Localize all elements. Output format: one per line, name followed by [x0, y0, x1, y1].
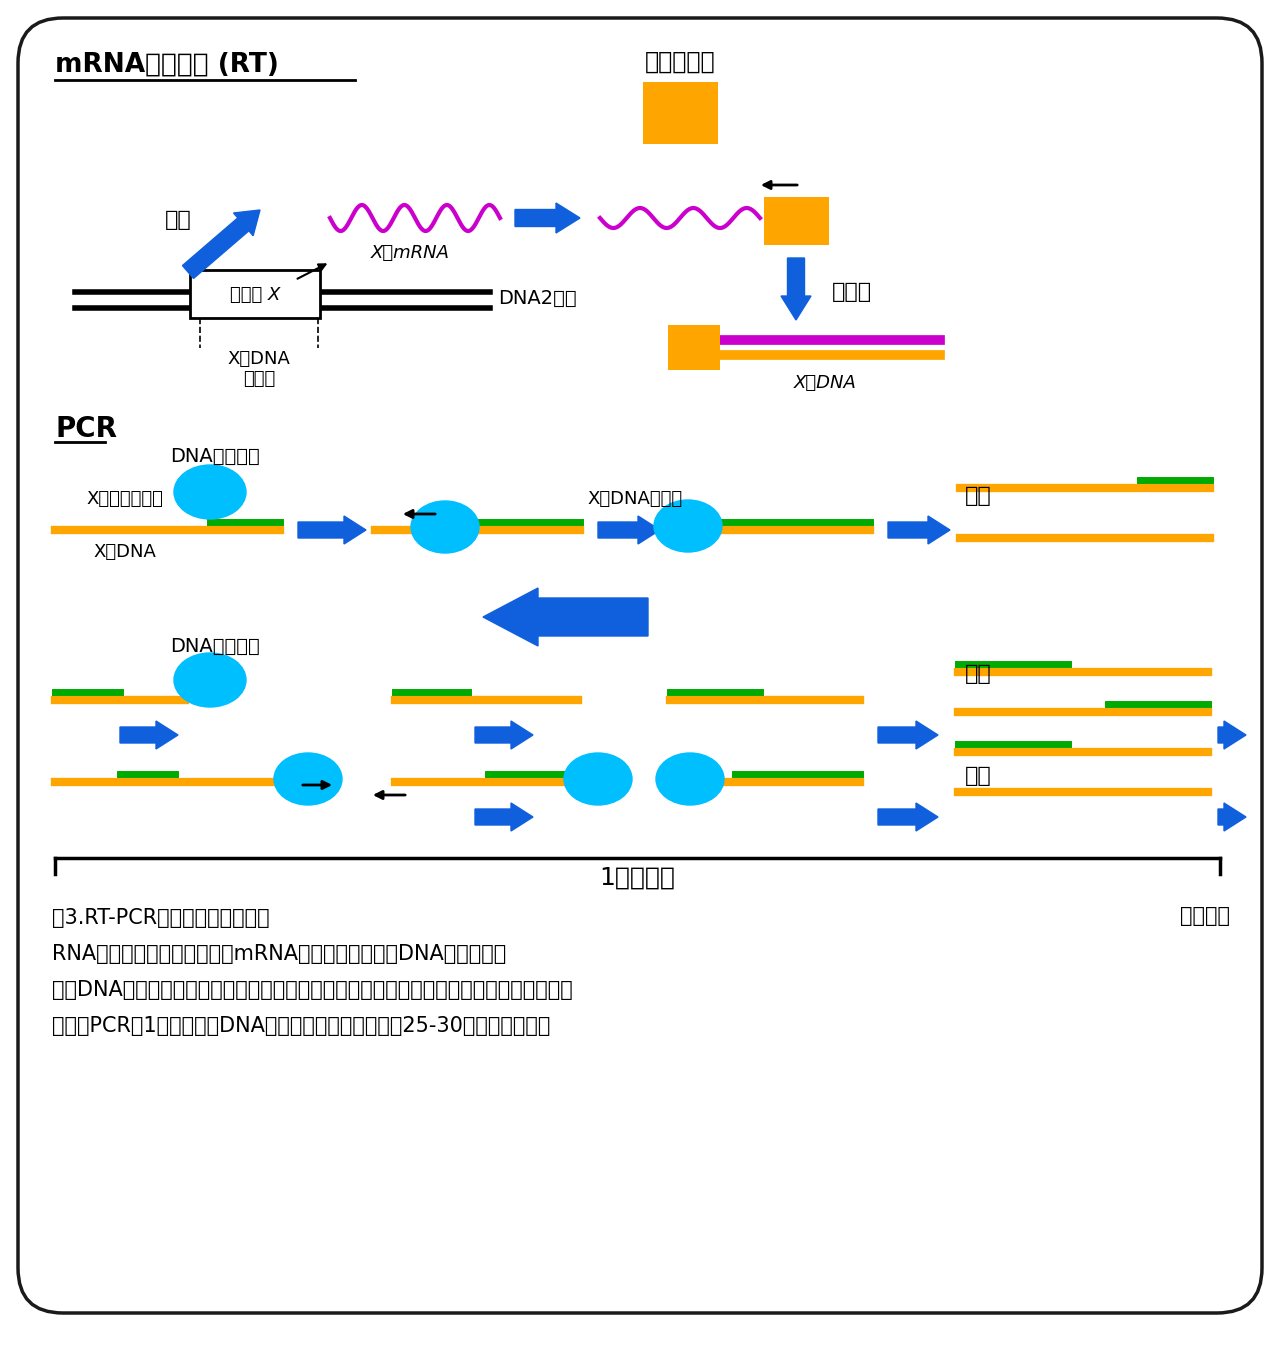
Text: する。PCRは1サイクルでDNAの量は倍になる。通常は25-30サイクル行う。: する。PCRは1サイクルでDNAの量は倍になる。通常は25-30サイクル行う。 [52, 1015, 550, 1036]
Ellipse shape [657, 753, 724, 806]
FancyArrow shape [515, 203, 580, 233]
FancyArrow shape [598, 516, 660, 543]
Ellipse shape [174, 465, 246, 519]
FancyArrow shape [475, 803, 532, 831]
Text: 繰り返す: 繰り返す [1180, 907, 1230, 925]
Ellipse shape [411, 500, 479, 553]
FancyArrow shape [120, 721, 178, 749]
Text: XのDNA: XのDNA [794, 374, 856, 391]
FancyArrow shape [183, 210, 260, 278]
Ellipse shape [564, 753, 632, 806]
Text: DNA合成酯素: DNA合成酯素 [170, 638, 260, 656]
Text: 相補鎖: 相補鎖 [243, 370, 275, 387]
Text: XのDNA相補鎖: XのDNA相補鎖 [588, 490, 682, 508]
Ellipse shape [654, 500, 722, 551]
Text: RNAから逆転写酯素により、mRNAから逆転写を行いDNAをつくる。: RNAから逆転写酯素により、mRNAから逆転写を行いDNAをつくる。 [52, 944, 507, 964]
FancyBboxPatch shape [668, 325, 719, 370]
Text: XのDNA: XのDNA [93, 543, 156, 561]
Text: DNA2本鎖: DNA2本鎖 [498, 288, 576, 308]
FancyArrow shape [878, 803, 938, 831]
Text: Xのプライマー: Xのプライマー [87, 490, 164, 508]
FancyArrow shape [878, 721, 938, 749]
Text: 遠伝子 X: 遠伝子 X [230, 286, 280, 304]
Text: 1サイクル: 1サイクル [599, 866, 675, 890]
Text: XのmRNA: XのmRNA [370, 243, 449, 262]
Text: PCR: PCR [55, 416, 116, 443]
FancyBboxPatch shape [764, 196, 829, 245]
Text: 図3.RT-PCRによる遠伝子の検出: 図3.RT-PCRによる遠伝子の検出 [52, 908, 270, 928]
FancyArrow shape [298, 516, 366, 543]
Text: 分離: 分離 [965, 664, 992, 685]
Text: 分離: 分離 [965, 486, 992, 506]
FancyBboxPatch shape [189, 270, 320, 317]
Text: DNA合成酯素: DNA合成酯素 [170, 447, 260, 465]
Text: mRNAの逆転写 (RT): mRNAの逆転写 (RT) [55, 52, 279, 78]
Text: 分離: 分離 [965, 767, 992, 785]
FancyArrow shape [483, 588, 648, 646]
FancyArrow shape [475, 721, 532, 749]
Ellipse shape [174, 654, 246, 707]
Text: 逆転写酯素: 逆転写酯素 [645, 50, 716, 74]
Text: このDNAと目的の遠伝子の配列の一部を持つプライマーを使用して、目的の遠伝子を増幅: このDNAと目的の遠伝子の配列の一部を持つプライマーを使用して、目的の遠伝子を増… [52, 981, 572, 999]
Text: 転写: 転写 [165, 210, 192, 230]
Text: XのDNA: XのDNA [228, 350, 291, 369]
Text: 逆転写: 逆転写 [832, 282, 872, 303]
FancyBboxPatch shape [643, 82, 718, 144]
Ellipse shape [274, 753, 342, 806]
FancyArrow shape [1219, 803, 1245, 831]
FancyArrow shape [888, 516, 950, 543]
FancyArrow shape [781, 258, 812, 320]
FancyArrow shape [1219, 721, 1245, 749]
FancyBboxPatch shape [18, 17, 1262, 1313]
